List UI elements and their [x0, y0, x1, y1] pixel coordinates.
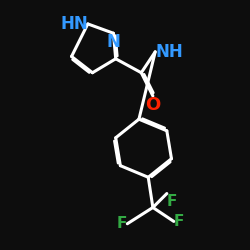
- Text: HN: HN: [60, 15, 88, 33]
- Text: N: N: [106, 33, 120, 51]
- Text: F: F: [174, 214, 184, 229]
- Text: NH: NH: [155, 43, 183, 61]
- Text: F: F: [117, 216, 127, 231]
- Text: O: O: [145, 96, 160, 114]
- Text: F: F: [167, 194, 177, 208]
